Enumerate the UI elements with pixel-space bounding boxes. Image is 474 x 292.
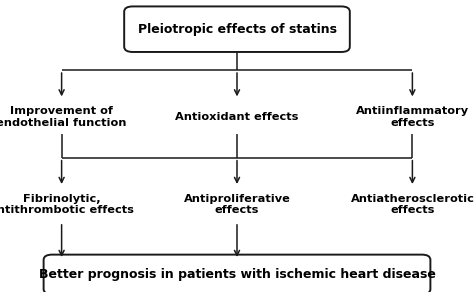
Text: Antiatherosclerotic
effects: Antiatherosclerotic effects <box>350 194 474 215</box>
FancyBboxPatch shape <box>44 255 430 292</box>
Text: Pleiotropic effects of statins: Pleiotropic effects of statins <box>137 23 337 36</box>
Text: Fibrinolytic,
antithrombotic effects: Fibrinolytic, antithrombotic effects <box>0 194 134 215</box>
Text: Better prognosis in patients with ischemic heart disease: Better prognosis in patients with ischem… <box>38 268 436 281</box>
FancyBboxPatch shape <box>124 6 350 52</box>
Text: Antiinflammatory
effects: Antiinflammatory effects <box>356 106 469 128</box>
Text: Improvement of
endothelial function: Improvement of endothelial function <box>0 106 127 128</box>
Text: Antiproliferative
effects: Antiproliferative effects <box>183 194 291 215</box>
Text: Antioxidant effects: Antioxidant effects <box>175 112 299 122</box>
